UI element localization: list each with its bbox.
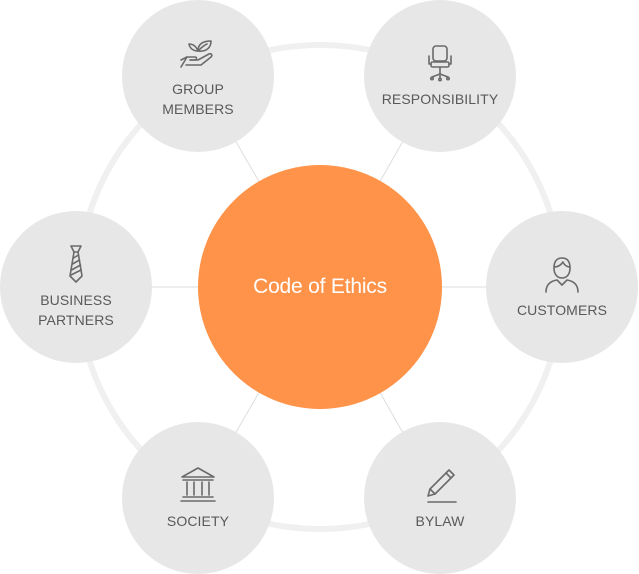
center-label: Code of Ethics	[253, 275, 387, 298]
node-label: BUSINESS PARTNERS	[38, 292, 114, 328]
node-label: CUSTOMERS	[516, 302, 608, 318]
center-circle: Code of Ethics	[198, 165, 442, 409]
pencil-icon	[420, 465, 460, 505]
hand-leaf-icon	[178, 33, 218, 73]
node-label: RESPONSIBILITY	[381, 91, 499, 107]
node-label: SOCIETY	[166, 513, 230, 529]
node-bylaw: BYLAW	[364, 422, 516, 574]
necktie-icon	[56, 244, 96, 284]
node-society: SOCIETY	[122, 422, 274, 574]
node-business-partners: BUSINESS PARTNERS	[0, 211, 152, 363]
node-label: GROUP MEMBERS	[162, 81, 234, 117]
node-responsibility: RESPONSIBILITY	[364, 0, 516, 152]
node-label: BYLAW	[415, 513, 465, 529]
bank-building-icon	[178, 465, 218, 505]
office-chair-icon	[420, 43, 460, 83]
person-icon	[542, 254, 582, 294]
node-customers: CUSTOMERS	[486, 211, 638, 363]
node-group-members: GROUP MEMBERS	[122, 0, 274, 152]
